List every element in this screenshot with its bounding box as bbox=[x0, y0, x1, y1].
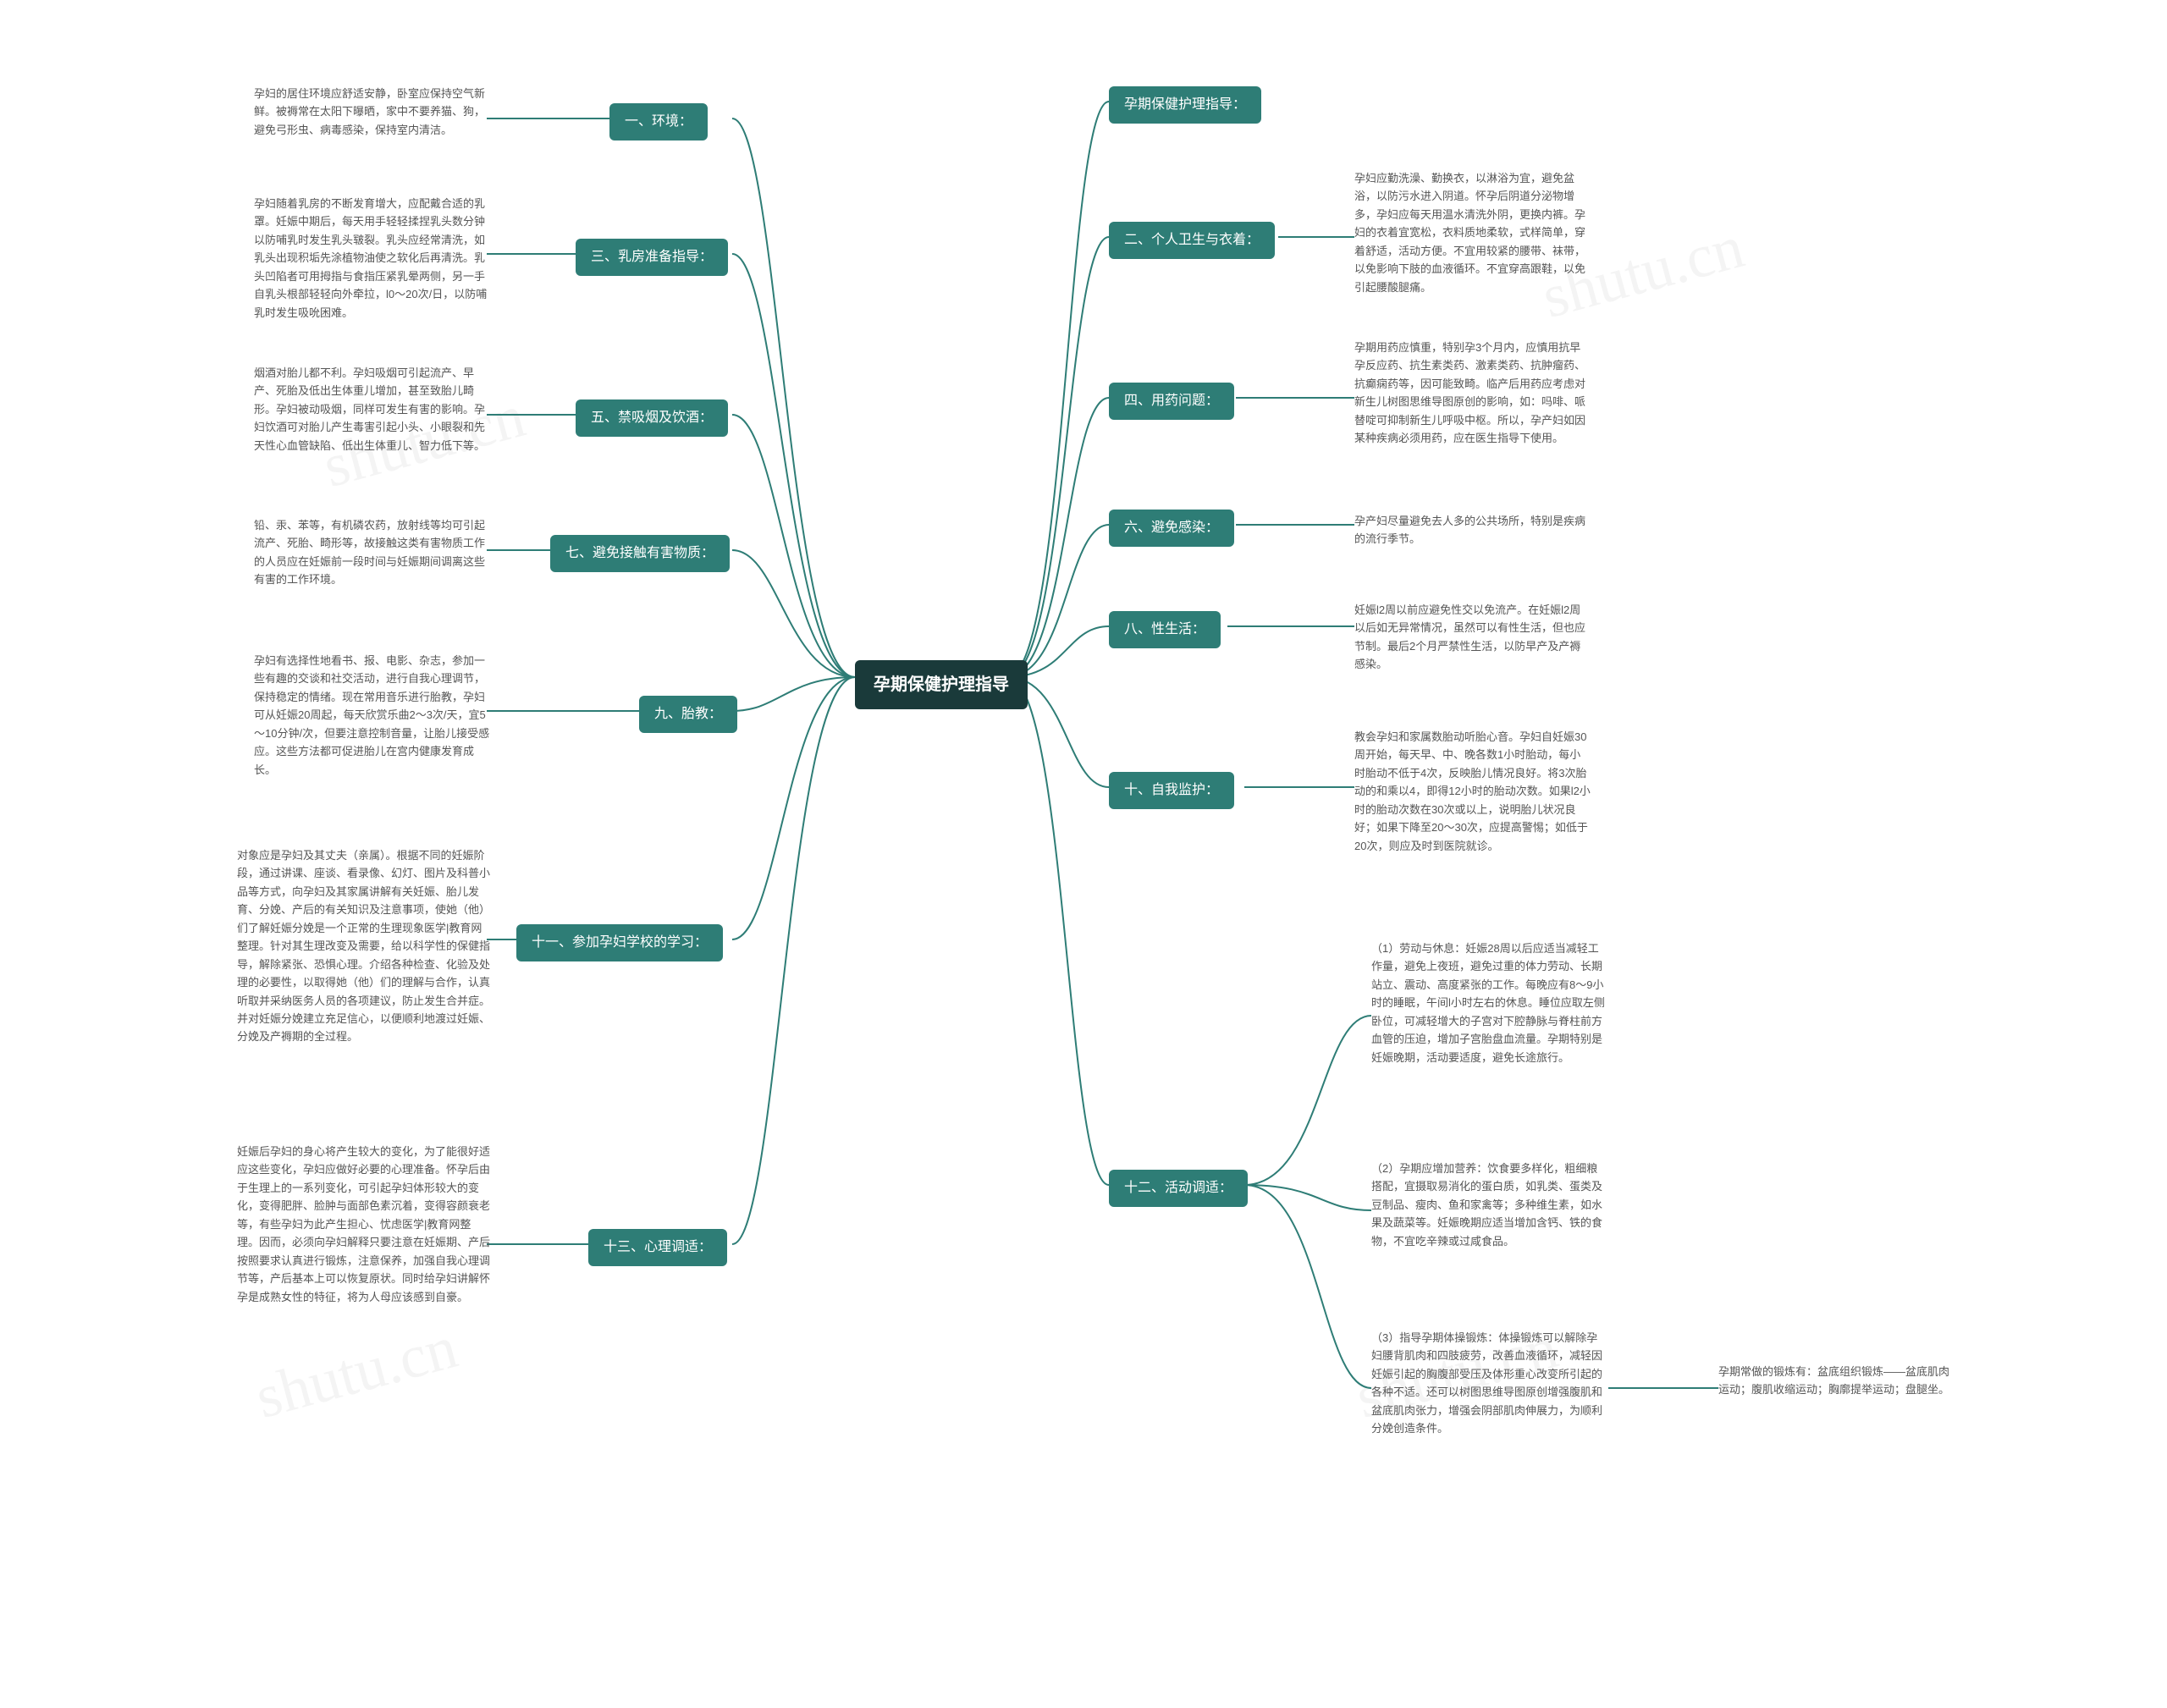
leaf-hygiene: 孕妇应勤洗澡、勤换衣，以淋浴为宜，避免盆浴，以防污水进入阴道。怀孕后阴道分泌物增… bbox=[1354, 169, 1591, 296]
branch-label: 十二、活动调适： bbox=[1124, 1181, 1232, 1195]
leaf-medication: 孕期用药应慎重，特别孕3个月内，应慎用抗早孕反应药、抗生素类药、激素类药、抗肿瘤… bbox=[1354, 339, 1591, 448]
branch-label: 四、用药问题： bbox=[1124, 394, 1219, 408]
branch-environment[interactable]: 一、环境： bbox=[609, 103, 708, 140]
leaf-school: 对象应是孕妇及其丈夫（亲属）。根据不同的妊娠阶段，通过讲课、座谈、看录像、幻灯、… bbox=[237, 846, 491, 1046]
leaf-activity-a: （1）劳动与休息：妊娠28周以后应适当减轻工作量，避免上夜班，避免过重的体力劳动… bbox=[1371, 939, 1608, 1066]
leaf-smoke: 烟酒对胎儿都不利。孕妇吸烟可引起流产、早产、死胎及低出生体重儿增加，甚至致胎儿畸… bbox=[254, 364, 491, 455]
branch-sex[interactable]: 八、性生活： bbox=[1109, 611, 1221, 648]
branch-activity[interactable]: 十二、活动调适： bbox=[1109, 1170, 1248, 1207]
branch-label: 十一、参加孕妇学校的学习： bbox=[532, 935, 708, 950]
branch-label: 一、环境： bbox=[625, 114, 692, 129]
leaf-activity-b: （2）孕期应增加营养：饮食要多样化，粗细粮搭配，宜摄取易消化的蛋白质，如乳类、蛋… bbox=[1371, 1160, 1608, 1250]
branch-label: 孕期保健护理指导： bbox=[1124, 97, 1246, 112]
branch-breast[interactable]: 三、乳房准备指导： bbox=[576, 239, 728, 276]
branch-guidance[interactable]: 孕期保健护理指导： bbox=[1109, 86, 1261, 124]
branch-label: 三、乳房准备指导： bbox=[591, 250, 713, 264]
branch-school[interactable]: 十一、参加孕妇学校的学习： bbox=[516, 924, 723, 961]
leaf-environment: 孕妇的居住环境应舒适安静，卧室应保持空气新鲜。被褥常在太阳下曝晒，家中不要养猫、… bbox=[254, 85, 491, 139]
branch-psychology[interactable]: 十三、心理调适： bbox=[588, 1229, 727, 1266]
leaf-harmful: 铅、汞、苯等，有机磷农药，放射线等均可引起流产、死胎、畸形等，故接触这类有害物质… bbox=[254, 516, 491, 589]
branch-label: 五、禁吸烟及饮酒： bbox=[591, 410, 713, 425]
branch-label: 十、自我监护： bbox=[1124, 783, 1219, 797]
branch-harmful[interactable]: 七、避免接触有害物质： bbox=[550, 535, 730, 572]
branch-label: 七、避免接触有害物质： bbox=[565, 546, 714, 560]
branch-infection[interactable]: 六、避免感染： bbox=[1109, 510, 1234, 547]
leaf-selfmonitor: 教会孕妇和家属数胎动听胎心音。孕妇自妊娠30周开始，每天早、中、晚各数1小时胎动… bbox=[1354, 728, 1591, 855]
branch-label: 十三、心理调适： bbox=[604, 1240, 712, 1254]
leaf-breast: 孕妇随着乳房的不断发育增大，应配戴合适的乳罩。妊娠中期后，每天用手轻轻揉捏乳头数… bbox=[254, 195, 491, 322]
branch-label: 六、避免感染： bbox=[1124, 521, 1219, 535]
root-label: 孕期保健护理指导 bbox=[874, 675, 1009, 694]
leaf-infection: 孕产妇尽量避免去人多的公共场所，特别是疾病的流行季节。 bbox=[1354, 512, 1591, 548]
branch-label: 九、胎教： bbox=[654, 707, 722, 721]
leaf-activity-c: （3）指导孕期体操锻炼：体操锻炼可以解除孕妇腰背肌肉和四肢疲劳，改善血液循环，减… bbox=[1371, 1329, 1608, 1438]
leaf-sex: 妊娠l2周以前应避免性交以免流产。在妊娠l2周以后如无异常情况，虽然可以有性生活… bbox=[1354, 601, 1591, 674]
branch-smoke[interactable]: 五、禁吸烟及饮酒： bbox=[576, 399, 728, 437]
leaf-psychology: 妊娠后孕妇的身心将产生较大的变化，为了能很好适应这些变化，孕妇应做好必要的心理准… bbox=[237, 1143, 491, 1306]
branch-prenatal-edu[interactable]: 九、胎教： bbox=[639, 696, 737, 733]
branch-label: 二、个人卫生与衣着： bbox=[1124, 233, 1260, 247]
watermark: shutu.cn bbox=[248, 1312, 464, 1433]
leaf-prenatal-edu: 孕妇有选择性地看书、报、电影、杂志，参加一些有趣的交谈和社交活动，进行自我心理调… bbox=[254, 652, 491, 779]
branch-selfmonitor[interactable]: 十、自我监护： bbox=[1109, 772, 1234, 809]
branch-label: 八、性生活： bbox=[1124, 622, 1205, 636]
root-node[interactable]: 孕期保健护理指导 bbox=[855, 660, 1028, 709]
leaf-activity-c2: 孕期常做的锻炼有：盆底组织锻炼——盆底肌肉运动；腹肌收缩运动；胸廓提举运动；盘腿… bbox=[1718, 1363, 1955, 1399]
branch-hygiene[interactable]: 二、个人卫生与衣着： bbox=[1109, 222, 1275, 259]
branch-medication[interactable]: 四、用药问题： bbox=[1109, 383, 1234, 420]
